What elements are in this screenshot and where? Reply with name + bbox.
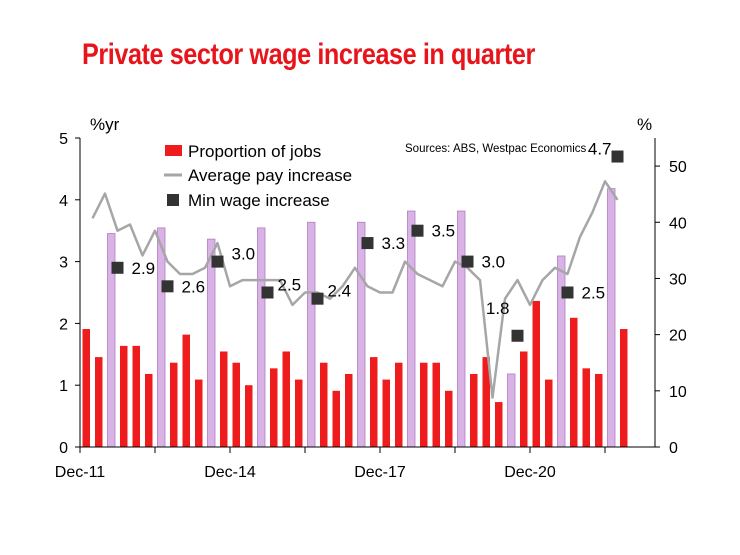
proportion-bar xyxy=(457,210,466,448)
right-tick-label: 50 xyxy=(669,159,687,176)
axes-group xyxy=(79,138,656,448)
proportion-bar xyxy=(407,210,416,448)
proportion-bar xyxy=(495,402,503,447)
min-wage-label: 3.0 xyxy=(482,253,506,272)
proportion-bar xyxy=(482,357,490,447)
proportion-bar xyxy=(207,238,216,448)
right-tick-label: 10 xyxy=(669,384,687,401)
proportion-bar xyxy=(145,373,153,447)
min-wage-label: 3.0 xyxy=(232,245,256,264)
min-wage-label: 2.5 xyxy=(582,284,606,303)
min-wage-label: 2.5 xyxy=(278,276,302,295)
legend-label-min-wage: Min wage increase xyxy=(188,191,330,210)
proportion-bar xyxy=(520,351,528,447)
min-wage-marker xyxy=(511,329,524,342)
min-wage-marker xyxy=(561,286,574,299)
proportion-bar xyxy=(382,379,390,447)
proportion-bar xyxy=(257,227,266,448)
proportion-bar xyxy=(395,362,403,447)
right-tick-label: 0 xyxy=(669,440,678,457)
proportion-bar xyxy=(332,390,340,447)
proportion-bar xyxy=(220,351,228,447)
proportion-bar xyxy=(232,362,240,447)
proportion-bar xyxy=(432,362,440,447)
proportion-bar xyxy=(620,329,628,447)
proportion-bar xyxy=(120,345,128,447)
left-tick-label: 0 xyxy=(59,440,68,457)
average-pay-line xyxy=(91,180,619,399)
source-note: Sources: ABS, Westpac Economics xyxy=(405,143,587,155)
proportion-bar xyxy=(420,362,428,447)
min-wage-marker xyxy=(161,280,174,293)
min-wage-marker xyxy=(211,255,224,268)
proportion-bar xyxy=(607,188,616,448)
legend-swatch-min-wage xyxy=(167,194,179,206)
proportion-bar xyxy=(245,385,253,447)
proportion-bar xyxy=(132,345,140,447)
min-wage-label: 2.9 xyxy=(132,259,156,278)
proportion-bar xyxy=(95,357,103,447)
right-tick-label: 20 xyxy=(669,328,687,345)
min-wage-marker xyxy=(261,286,274,299)
proportion-bar xyxy=(345,373,353,447)
x-tick-label: Dec-20 xyxy=(504,464,556,481)
legend-label-average-pay: Average pay increase xyxy=(188,166,352,185)
left-tick-label: 3 xyxy=(59,255,68,272)
proportion-bar xyxy=(357,221,366,448)
x-tick-label: Dec-14 xyxy=(204,464,256,481)
proportion-bar xyxy=(270,368,278,447)
x-tick-label: Dec-17 xyxy=(354,464,406,481)
min-wage-marker xyxy=(311,292,324,305)
proportion-bar xyxy=(507,373,516,448)
proportion-bar xyxy=(582,368,590,447)
bars-group xyxy=(82,188,628,448)
proportion-bar xyxy=(82,329,90,447)
proportion-bar xyxy=(182,334,190,447)
legend-swatch-proportion xyxy=(165,145,182,156)
proportion-bar xyxy=(445,390,453,447)
proportion-bar xyxy=(282,351,290,447)
chart-title: Private sector wage increase in quarter xyxy=(82,38,535,71)
legend-label-proportion: Proportion of jobs xyxy=(188,142,321,161)
proportion-bar xyxy=(195,379,203,447)
min-wage-marker xyxy=(361,237,374,250)
min-wage-markers: 2.9 2.6 3.0 2.5 2.4 3.3 3.5 3.0 1.8 2.5 4.7 xyxy=(111,140,624,342)
min-wage-label: 2.4 xyxy=(328,282,352,301)
min-wage-marker xyxy=(411,224,424,237)
proportion-bar xyxy=(595,373,603,447)
proportion-bar xyxy=(157,227,166,448)
min-wage-marker xyxy=(611,150,624,163)
left-tick-label: 5 xyxy=(59,131,68,148)
proportion-bar xyxy=(545,379,553,447)
proportion-bar xyxy=(532,300,540,447)
proportion-bar xyxy=(470,373,478,447)
min-wage-label: 3.5 xyxy=(432,222,456,241)
proportion-bar xyxy=(295,379,303,447)
left-axis-unit: %yr xyxy=(90,115,120,134)
proportion-bar xyxy=(557,255,566,448)
left-tick-label: 4 xyxy=(59,193,68,210)
proportion-bar xyxy=(170,362,178,447)
min-wage-label: 1.8 xyxy=(486,299,510,318)
left-tick-label: 2 xyxy=(59,316,68,333)
legend: Proportion of jobs Average pay increase … xyxy=(164,142,352,210)
left-tick-label: 1 xyxy=(59,378,68,395)
min-wage-label: 2.6 xyxy=(182,277,206,296)
min-wage-marker xyxy=(111,261,124,274)
min-wage-marker xyxy=(461,255,474,268)
proportion-bar xyxy=(570,317,578,447)
min-wage-label: 4.7 xyxy=(588,140,612,159)
proportion-bar xyxy=(307,221,316,448)
x-tick-label: Dec-11 xyxy=(55,464,105,481)
right-tick-label: 40 xyxy=(669,215,687,232)
min-wage-label: 3.3 xyxy=(382,234,406,253)
proportion-bar xyxy=(320,362,328,447)
right-tick-label: 30 xyxy=(669,271,687,288)
proportion-bar xyxy=(370,357,378,447)
right-axis-unit: % xyxy=(637,115,652,134)
